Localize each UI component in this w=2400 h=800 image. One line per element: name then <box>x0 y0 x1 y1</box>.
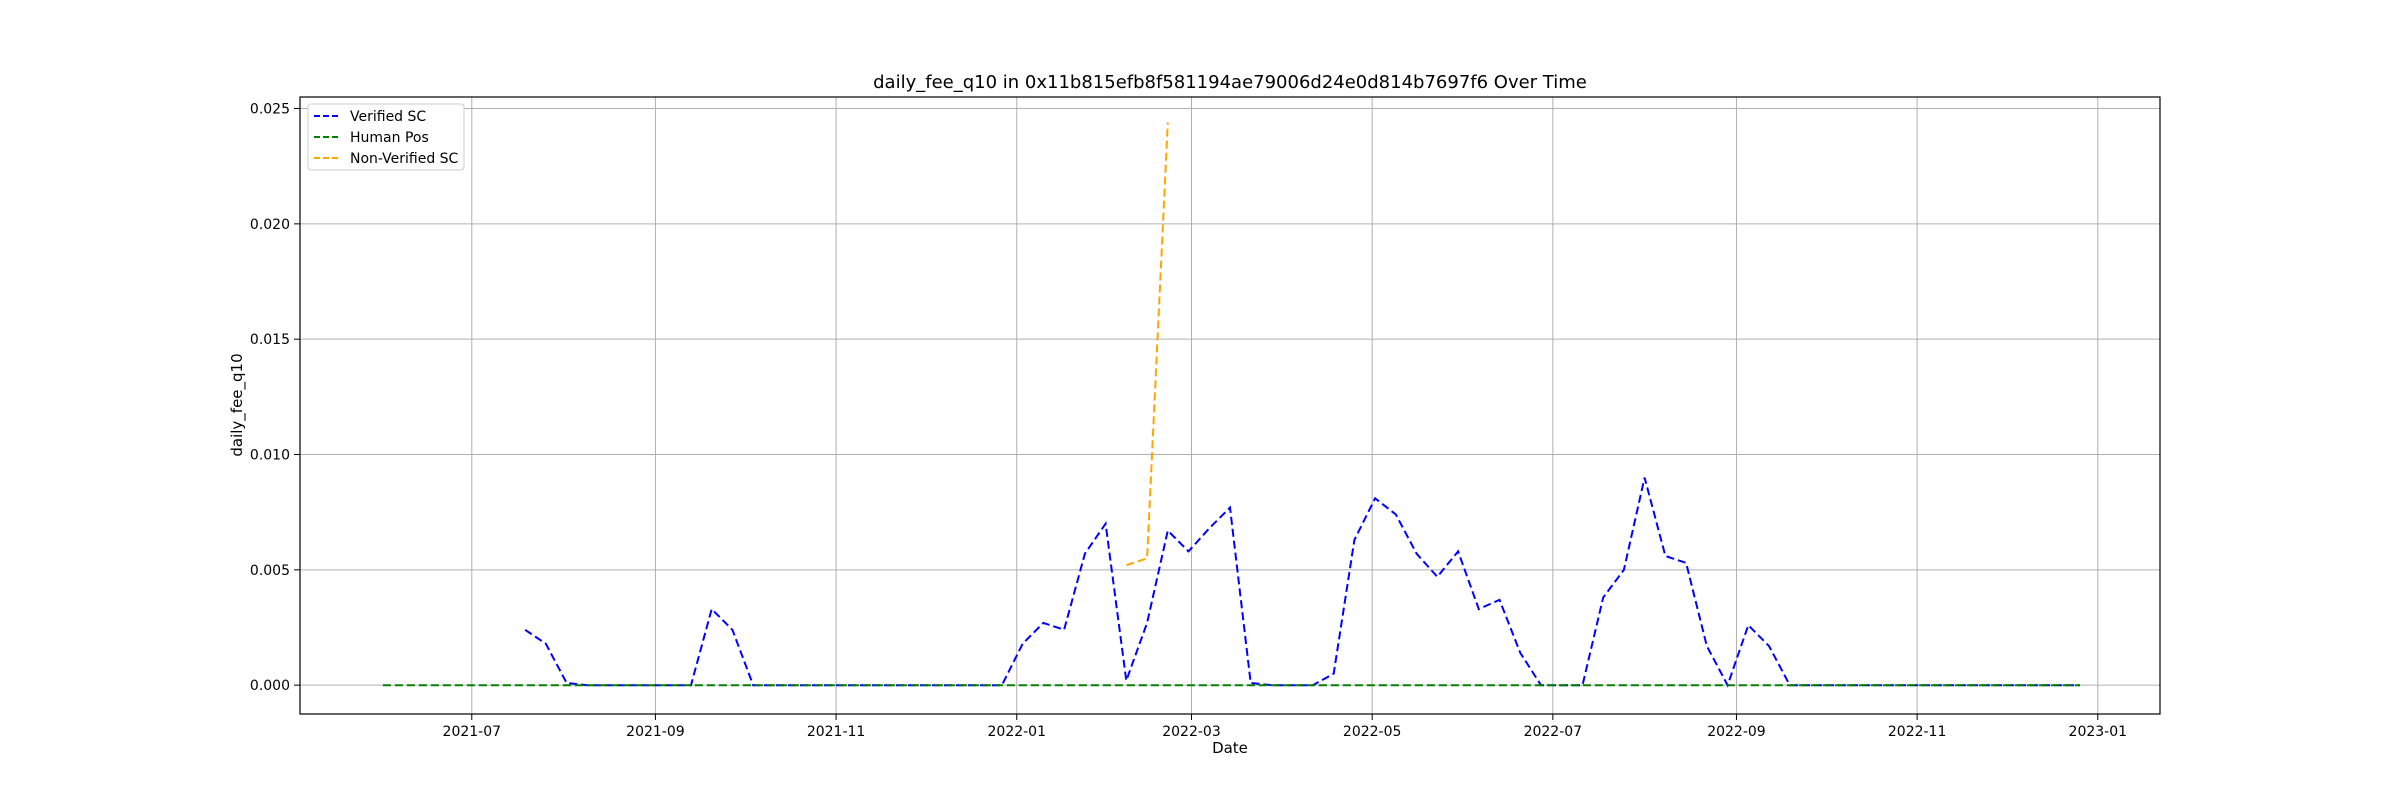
y-axis-ticks: 0.000 0.005 0.010 0.015 0.020 0.025 <box>250 102 300 694</box>
x-tick-label: 2022-01 <box>988 724 1047 740</box>
y-tick-label: 0.010 <box>250 448 290 464</box>
x-tick-label: 2021-07 <box>443 724 502 740</box>
x-tick-label: 2022-11 <box>1888 724 1947 740</box>
x-tick-label: 2022-03 <box>1162 724 1221 740</box>
y-axis-title: daily_fee_q10 <box>228 353 247 456</box>
x-axis-ticks: 2021-07 2021-09 2021-11 2022-01 2022-03 2022-… <box>443 714 2128 740</box>
series-line-non-verified-sc <box>1125 122 1169 567</box>
x-tick-label: 2022-09 <box>1707 724 1766 740</box>
legend-box <box>307 103 465 171</box>
legend: Verified SC Human Pos Non-Verified SC <box>307 103 465 171</box>
series-lines <box>382 122 2080 688</box>
x-tick-label: 2021-11 <box>807 724 866 740</box>
y-tick-label: 0.025 <box>250 102 290 118</box>
x-tick-label: 2023-01 <box>2069 724 2128 740</box>
x-axis-title: Date <box>1212 739 1248 757</box>
y-tick-label: 0.015 <box>250 332 290 348</box>
legend-label: Verified SC <box>350 109 426 125</box>
legend-label: Human Pos <box>350 130 429 146</box>
plot-frame <box>299 96 2161 715</box>
y-tick-label: 0.005 <box>250 563 290 579</box>
x-tick-label: 2022-05 <box>1343 724 1402 740</box>
chart-title: daily_fee_q10 in 0x11b815efb8f581194ae79… <box>873 72 1587 93</box>
y-tick-label: 0.000 <box>250 678 290 694</box>
legend-label: Non-Verified SC <box>350 151 459 167</box>
y-tick-label: 0.020 <box>250 217 290 233</box>
x-tick-label: 2021-09 <box>626 724 685 740</box>
x-tick-label: 2022-07 <box>1524 724 1583 740</box>
